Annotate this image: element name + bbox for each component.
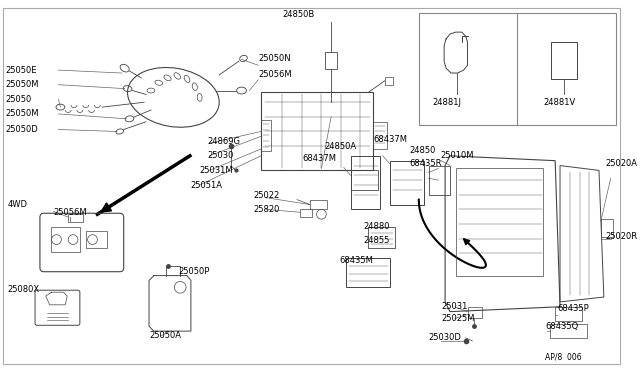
Text: 68435P: 68435P [557, 304, 589, 313]
Text: 25050D: 25050D [6, 125, 38, 134]
Text: 24881J: 24881J [433, 98, 461, 107]
Text: 25820: 25820 [253, 205, 280, 214]
Text: AP/8  006: AP/8 006 [545, 353, 582, 362]
Bar [351, 156, 380, 209]
Text: 24880: 24880 [364, 222, 390, 231]
Text: 25030D: 25030D [429, 333, 461, 343]
Bar [373, 122, 387, 149]
Text: 25010M: 25010M [440, 151, 474, 160]
Bar [300, 209, 312, 217]
Text: 25022: 25022 [253, 191, 280, 200]
Bar [346, 258, 390, 287]
Text: 25051A: 25051A [190, 180, 222, 189]
Bar [351, 170, 378, 190]
Bar [550, 324, 588, 338]
Text: 68435M: 68435M [339, 256, 373, 264]
Text: 25031M: 25031M [200, 166, 234, 175]
Text: 24855: 24855 [364, 236, 390, 245]
Text: 68435R: 68435R [409, 159, 442, 168]
Bar [467, 307, 482, 318]
Text: 25050M: 25050M [6, 109, 39, 118]
Text: 68437M: 68437M [302, 154, 336, 163]
Text: 25050M: 25050M [6, 80, 39, 89]
Text: 25056M: 25056M [258, 70, 292, 80]
Text: 24850B: 24850B [282, 10, 315, 19]
Bar [261, 120, 271, 151]
Text: 25030: 25030 [207, 151, 234, 160]
Text: 25050P: 25050P [178, 267, 210, 276]
Text: 25056M: 25056M [54, 208, 87, 217]
Text: 68437M: 68437M [373, 135, 407, 144]
Bar [419, 13, 616, 125]
Bar [51, 227, 80, 252]
Text: 25050A: 25050A [149, 331, 181, 340]
Text: 24869G: 24869G [207, 137, 241, 146]
Text: 24850: 24850 [409, 147, 435, 155]
Text: 25020R: 25020R [606, 232, 638, 241]
Bar [601, 219, 612, 237]
Bar [429, 166, 450, 195]
Bar [456, 169, 543, 276]
Bar [385, 77, 392, 85]
Bar [555, 307, 582, 321]
Text: 4WD: 4WD [8, 200, 28, 209]
Text: 25080X: 25080X [8, 285, 40, 294]
Text: 24850A: 24850A [324, 142, 356, 151]
Bar [390, 161, 424, 205]
Bar [551, 42, 577, 79]
Text: 25031: 25031 [441, 302, 468, 311]
Bar [261, 93, 373, 170]
Text: 25050N: 25050N [258, 54, 291, 63]
Bar [68, 214, 83, 222]
Text: 25020A: 25020A [606, 159, 638, 168]
Text: 25050: 25050 [6, 95, 32, 104]
Text: 24881V: 24881V [543, 98, 576, 107]
Bar [310, 200, 327, 209]
Bar [368, 227, 396, 248]
Text: 68435Q: 68435Q [545, 322, 579, 331]
Text: 25050E: 25050E [6, 65, 37, 75]
Bar [325, 52, 337, 69]
Bar [86, 231, 107, 248]
Text: 25025M: 25025M [441, 314, 475, 323]
